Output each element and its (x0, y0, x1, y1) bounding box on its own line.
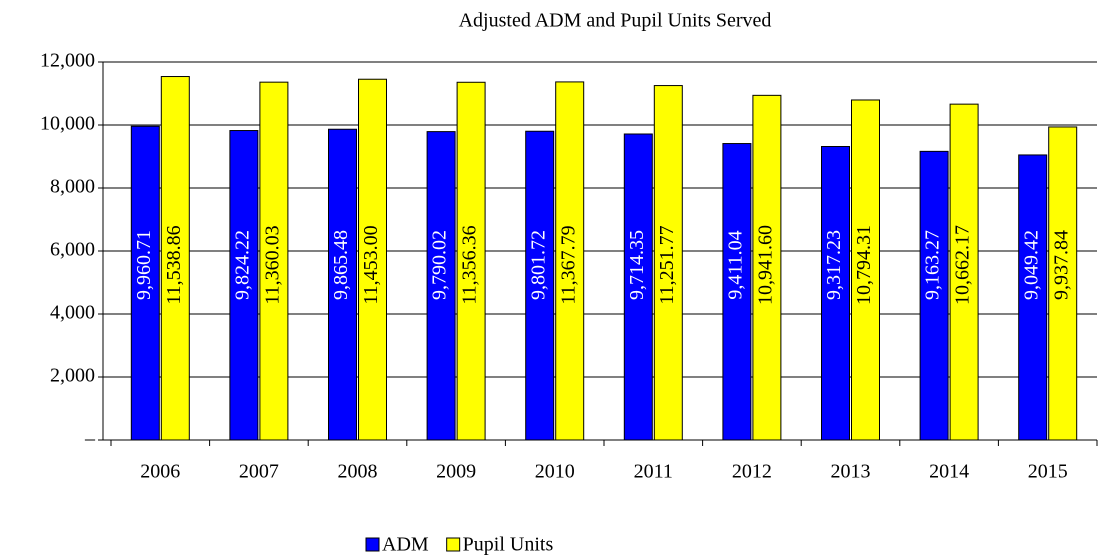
value-label: 9,163.27 (922, 230, 944, 300)
value-label: 9,960.71 (133, 230, 155, 300)
value-label: 9,865.48 (330, 230, 352, 300)
value-label: 9,049.42 (1020, 230, 1042, 300)
bar (623, 133, 653, 441)
x-tick-label: 2008 (338, 461, 378, 483)
value-label: 9,937.84 (1050, 230, 1072, 300)
bar (229, 130, 259, 441)
bar (722, 143, 752, 441)
y-tick-label: 2,000 (50, 365, 95, 387)
y-tick-label: – (84, 428, 96, 450)
bar (259, 81, 289, 441)
legend-label: ADM (382, 534, 429, 556)
value-label: 11,251.77 (656, 225, 678, 304)
x-tick-label: 2014 (929, 461, 969, 483)
bar (851, 99, 880, 441)
bar (949, 103, 979, 441)
bar (653, 85, 683, 441)
x-tick-label: 2012 (732, 461, 772, 483)
bar (426, 131, 456, 441)
y-tick-label: 4,000 (50, 302, 95, 324)
bar (130, 125, 160, 441)
bar (328, 128, 357, 441)
bar (1048, 126, 1078, 441)
bar (456, 81, 486, 441)
value-label: 10,794.31 (853, 225, 875, 305)
bar (358, 78, 387, 441)
bar (1018, 154, 1048, 441)
x-tick-label: 2013 (831, 461, 871, 483)
bar (821, 146, 850, 441)
value-label: 9,714.35 (626, 230, 648, 300)
value-label: 11,453.00 (360, 225, 382, 304)
legend-swatch (446, 537, 461, 552)
x-tick-label: 2011 (634, 461, 673, 483)
value-label: 9,317.23 (823, 230, 845, 300)
value-label: 10,662.17 (952, 225, 974, 305)
value-label: 9,790.02 (429, 230, 451, 300)
bar (919, 150, 949, 441)
x-tick-label: 2015 (1028, 461, 1068, 483)
x-tick-label: 2006 (140, 461, 180, 483)
bar (525, 130, 555, 441)
x-tick-label: 2007 (239, 461, 279, 483)
value-label: 11,538.86 (163, 225, 185, 304)
legend-label: Pupil Units (463, 534, 554, 556)
value-label: 9,801.72 (527, 230, 549, 300)
x-tick-label: 2009 (436, 461, 476, 483)
x-tick-label: 2010 (535, 461, 575, 483)
chart-title: Adjusted ADM and Pupil Units Served (459, 10, 772, 32)
value-label: 11,356.36 (459, 225, 481, 304)
y-tick-label: 12,000 (40, 50, 95, 72)
value-label: 9,411.04 (724, 230, 746, 299)
bar (160, 76, 190, 441)
value-label: 11,360.03 (261, 225, 283, 304)
bar (752, 94, 782, 441)
value-label: 11,367.79 (557, 225, 579, 304)
y-tick-label: 10,000 (40, 113, 95, 135)
legend-swatch (365, 537, 380, 552)
y-tick-label: 6,000 (50, 239, 95, 261)
value-label: 10,941.60 (754, 225, 776, 305)
bar (555, 81, 585, 441)
y-tick-label: 8,000 (50, 176, 95, 198)
value-label: 9,824.22 (231, 230, 253, 300)
